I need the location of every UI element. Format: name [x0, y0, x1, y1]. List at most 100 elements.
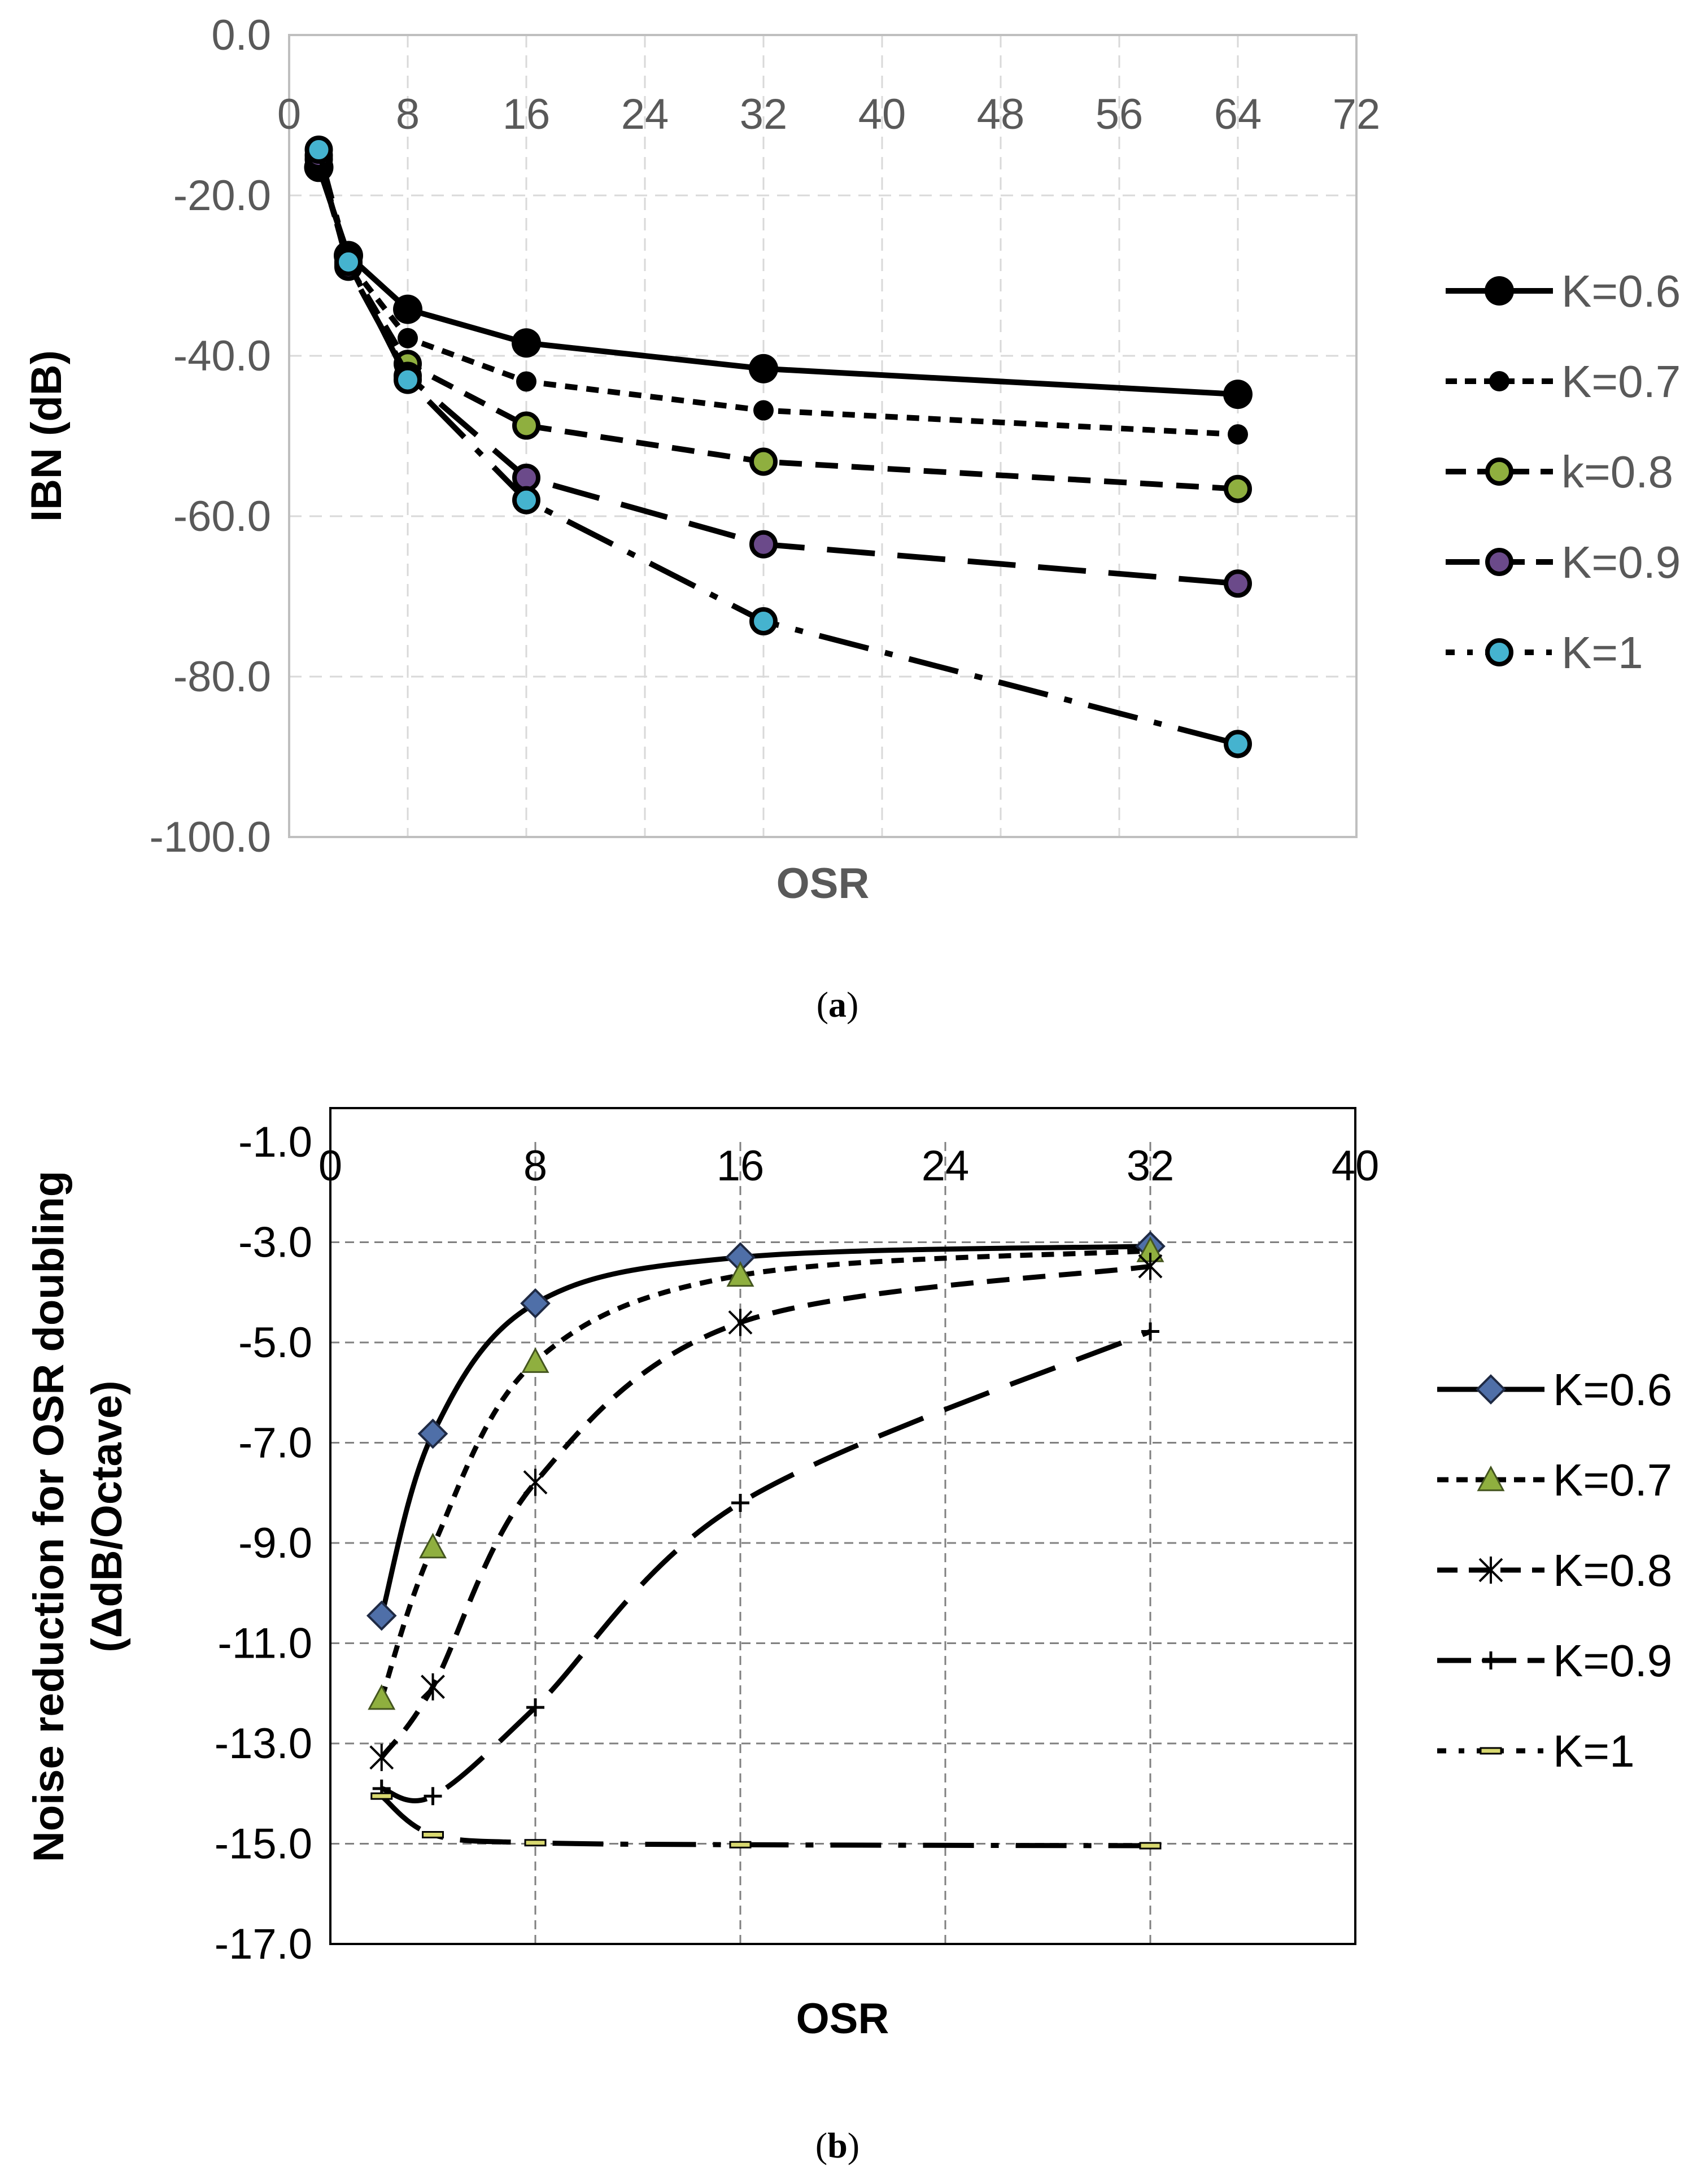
chart-b-legend: K=0.6 K=0.7 K=0.8 K=0.9 K=1 [1437, 1365, 1672, 1776]
y-tick-label: -60.0 [173, 492, 271, 540]
data-point-K=1 [524, 1839, 547, 1847]
data-point-K=0.7 [726, 1261, 754, 1287]
legend-marker-K=0.9 [1485, 548, 1513, 576]
data-point-K=1 [1139, 1842, 1162, 1850]
y-tick-label: -1.0 [238, 1118, 312, 1166]
chart-a-caption-letter: a [828, 984, 846, 1025]
y-tick-label: -80.0 [173, 653, 271, 701]
data-point-K=0.7 [368, 1684, 396, 1710]
data-point-K=0.8 [369, 1743, 394, 1771]
y-tick-label: -20.0 [173, 172, 271, 220]
legend-label-K=0.6: K=0.6 [1553, 1365, 1672, 1415]
y-tick-label: -11.0 [217, 1620, 312, 1668]
data-point-K=0.9 [512, 463, 540, 492]
x-tick-label: 24 [922, 1142, 970, 1190]
data-point-K=0.8 [1138, 1253, 1163, 1280]
legend-marker-K=0.6 [1485, 276, 1514, 306]
x-tick-label: 48 [977, 90, 1025, 138]
data-point-K=0.8 [421, 1673, 445, 1701]
data-point-K=0.9 [526, 1698, 544, 1717]
series-line-K=1 [316, 149, 1239, 747]
data-point-K=0.6 [366, 1600, 397, 1631]
data-point-K=1 [729, 1841, 752, 1849]
chart-b-caption-open: ( [815, 2125, 827, 2165]
series-line-K=0.7 [379, 1248, 1151, 1699]
data-point-K=0.8 [523, 1468, 548, 1496]
x-tick-label: 16 [503, 90, 551, 138]
data-point-k=0.8 [749, 447, 778, 476]
y-tick-label: -13.0 [215, 1720, 312, 1768]
x-tick-label: 8 [523, 1142, 547, 1190]
x-tick-label: 8 [396, 90, 420, 138]
y-tick-label: -9.0 [238, 1519, 312, 1567]
legend-marker-K=0.9 [1482, 1651, 1500, 1669]
x-tick-label: 40 [1332, 1142, 1380, 1190]
chart-b-y-axis-title-line2: (ΔdB/Octave) [83, 1380, 131, 1652]
y-tick-label: -100.0 [150, 813, 272, 861]
data-point-K=0.7 [753, 400, 774, 421]
data-point-k=0.8 [512, 411, 540, 440]
chart-a-x-axis-title: OSR [776, 860, 870, 908]
data-point-K=1 [749, 607, 778, 636]
chart-a-caption: (a) [817, 984, 859, 1025]
legend-marker-K=0.7 [1477, 1465, 1505, 1492]
data-point-K=0.9 [1224, 569, 1252, 598]
data-point-K=1 [394, 365, 422, 394]
x-tick-label: 32 [1127, 1142, 1175, 1190]
legend-label-K=1: K=1 [1561, 627, 1643, 678]
data-point-k=0.8 [1224, 474, 1252, 503]
chart-b-plot-border [329, 1107, 1356, 1945]
x-tick-label: 32 [740, 90, 788, 138]
data-point-K=0.8 [728, 1309, 753, 1336]
chart-a-y-axis-title: IBN (dB) [23, 350, 71, 522]
data-point-K=0.6 [1223, 380, 1253, 409]
legend-marker-K=0.6 [1476, 1374, 1506, 1405]
chart-a-caption-open: ( [817, 984, 828, 1025]
data-point-K=1 [422, 1831, 444, 1839]
chart-b: 0 8 16 24 32 40 -1.0 -3.0 -5.0 -7.0 -9.0 -11.0 -13.… [25, 1107, 1672, 2165]
x-tick-label: 24 [621, 90, 669, 138]
data-point-K=0.6 [417, 1418, 448, 1449]
x-tick-label: 16 [717, 1142, 765, 1190]
chart-a-legend: K=0.6 K=0.7 k=0.8 K=0.9 K=1 [1446, 266, 1681, 678]
data-point-K=0.6 [512, 328, 541, 358]
y-tick-label: -15.0 [215, 1820, 312, 1868]
legend-label-K=0.7: K=0.7 [1561, 356, 1681, 407]
legend-label-K=0.6: K=0.6 [1561, 266, 1681, 316]
data-point-K=1 [1224, 730, 1252, 758]
legend-marker-K=1 [1485, 638, 1513, 666]
legend-marker-K=0.8 [1478, 1557, 1503, 1584]
legend-marker-k=0.8 [1485, 457, 1513, 486]
x-tick-label: 0 [277, 90, 301, 138]
data-point-K=0.7 [398, 328, 418, 348]
legend-label-k=0.8: k=0.8 [1561, 447, 1673, 497]
y-tick-label: -40.0 [173, 332, 271, 380]
series-line-K=0.6 [379, 1244, 1151, 1616]
data-point-K=0.7 [521, 1347, 549, 1373]
legend-label-K=1: K=1 [1553, 1726, 1635, 1776]
y-tick-label: -5.0 [238, 1319, 312, 1367]
x-tick-label: 56 [1096, 90, 1144, 138]
legend-label-K=0.7: K=0.7 [1553, 1455, 1672, 1505]
data-point-K=0.6 [749, 354, 778, 383]
x-tick-label: 0 [318, 1142, 342, 1190]
legend-label-K=0.9: K=0.9 [1553, 1636, 1672, 1686]
data-point-K=1 [304, 136, 333, 164]
data-point-K=1 [512, 486, 540, 515]
legend-marker-K=0.7 [1489, 371, 1509, 391]
y-tick-label: -17.0 [215, 1920, 312, 1968]
x-tick-label: 72 [1333, 90, 1381, 138]
data-point-K=0.6 [393, 294, 422, 324]
data-point-K=0.9 [731, 1494, 749, 1512]
y-tick-label: -7.0 [238, 1419, 312, 1467]
chart-b-caption-close: ) [848, 2125, 859, 2165]
legend-marker-K=1 [1480, 1747, 1502, 1755]
chart-a: 0 8 16 24 32 40 48 56 64 72 0.0 -20.0 -40.0 -60.0 -80… [23, 11, 1681, 1025]
chart-a-caption-close: ) [846, 984, 858, 1025]
chart-a-plot-border [288, 34, 1358, 838]
data-point-K=1 [370, 1792, 393, 1800]
chart-b-caption: (b) [815, 2125, 859, 2165]
x-tick-label: 64 [1214, 90, 1262, 138]
chart-b-x-axis-title: OSR [796, 1995, 889, 2043]
